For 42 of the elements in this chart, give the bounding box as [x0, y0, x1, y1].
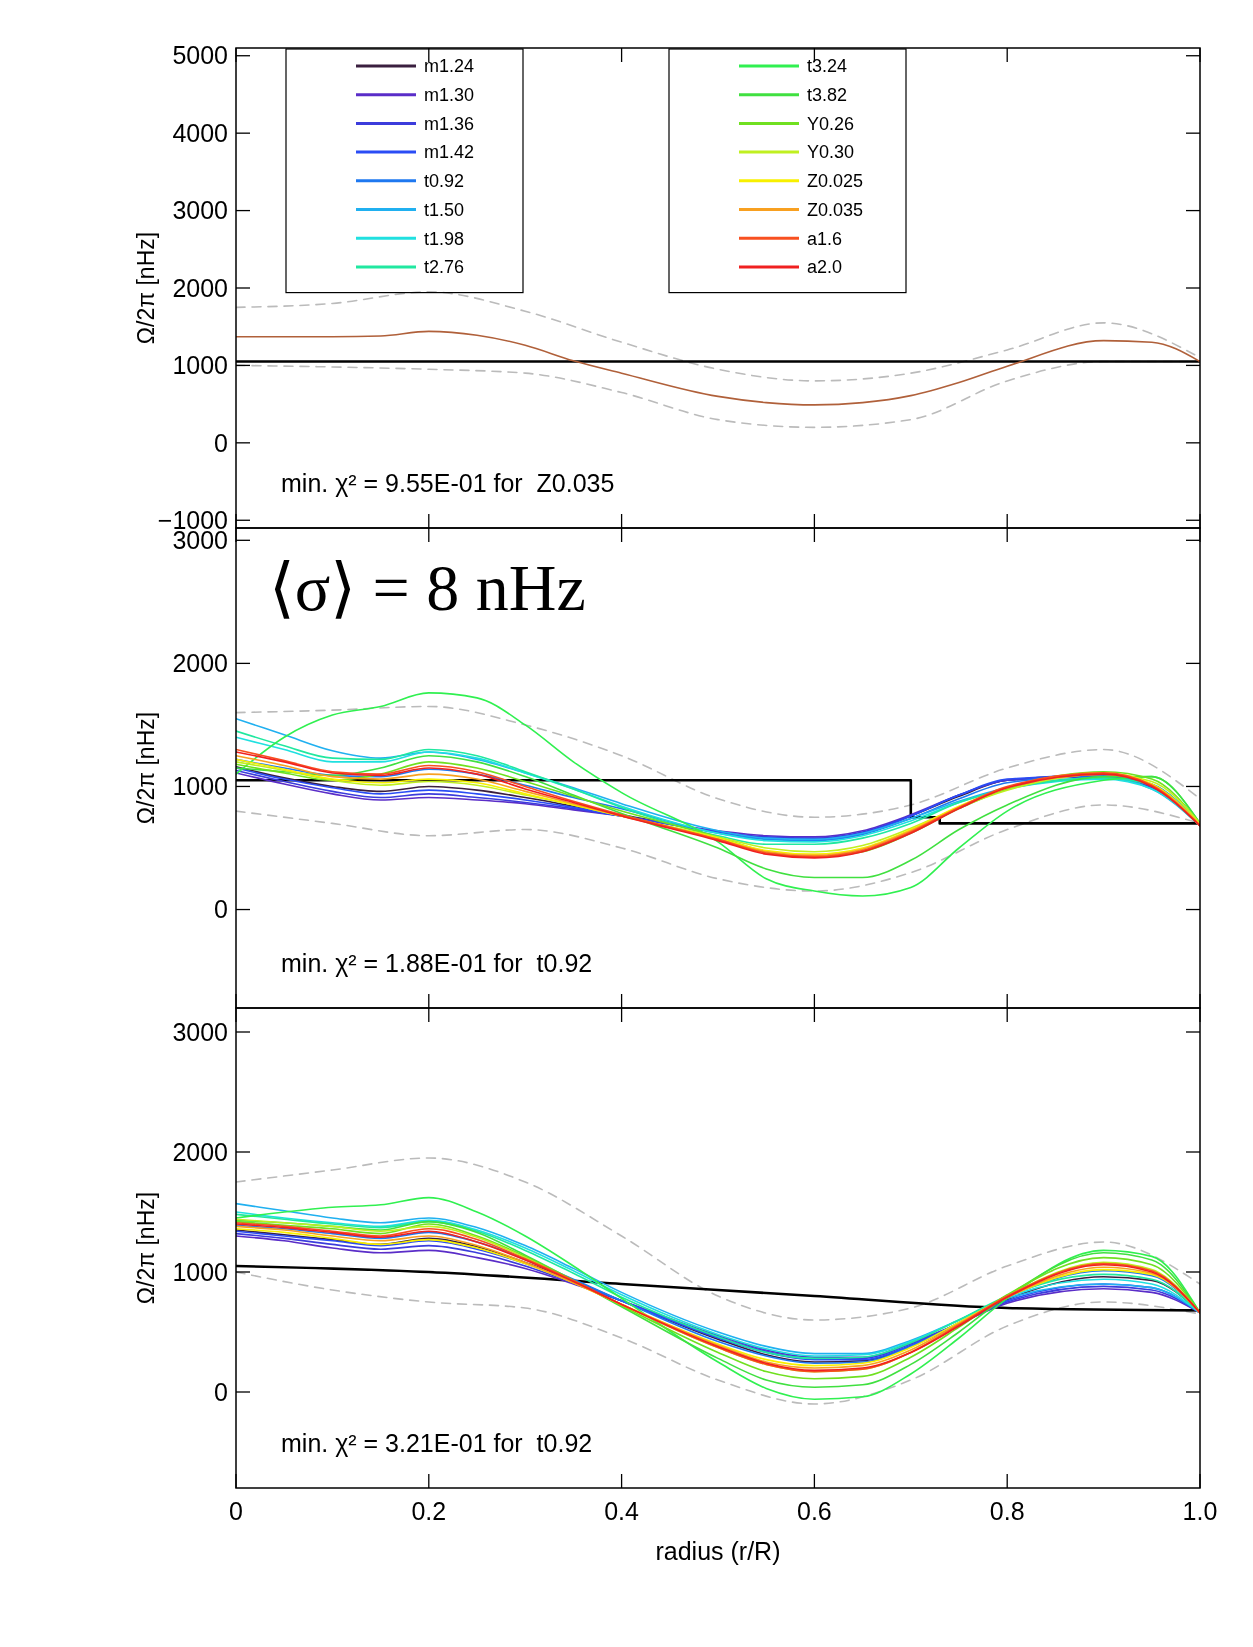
annotation: min. χ² = 1.88E-01 for t0.92 — [281, 949, 593, 977]
legend-label: m1.36 — [424, 113, 475, 134]
y-tick-label: 2000 — [172, 649, 228, 678]
legend-label: a1.6 — [807, 228, 843, 249]
y-tick-label: 2000 — [172, 1137, 228, 1166]
y-tick-label: 0 — [214, 895, 228, 924]
y-tick-label: 1000 — [172, 772, 228, 801]
legend-label: Y0.30 — [807, 142, 855, 163]
y-tick-label: 3000 — [172, 196, 228, 225]
y-tick-label: 5000 — [172, 41, 228, 70]
annotation: min. χ² = 3.21E-01 for t0.92 — [281, 1429, 593, 1457]
x-tick-label: 0.8 — [989, 1497, 1025, 1525]
legend-label: a2.0 — [807, 257, 843, 278]
y-axis-title: Ω/2π [nHz] — [133, 1191, 159, 1305]
legend-label: t1.98 — [424, 228, 465, 249]
y-tick-label: 2000 — [172, 273, 228, 302]
x-tick-label: 0.2 — [411, 1497, 447, 1525]
annotation: ⟨σ⟩ = 8 nHz — [269, 551, 586, 624]
legend-label: t1.50 — [424, 199, 465, 220]
x-tick-label: 0.4 — [604, 1497, 640, 1525]
legend-label: Z0.025 — [807, 171, 864, 192]
legend-label: m1.30 — [424, 85, 475, 105]
legend-label: m1.24 — [424, 56, 475, 77]
y-tick-label: 0 — [214, 428, 228, 457]
legend-label: t3.82 — [807, 85, 848, 105]
y-axis-title: Ω/2π [nHz] — [133, 711, 159, 825]
legend-label: Z0.035 — [807, 199, 864, 220]
x-tick-label: 1.0 — [1182, 1497, 1218, 1525]
legend-label: t2.76 — [424, 257, 465, 278]
legend-label: Y0.26 — [807, 113, 855, 134]
x-tick-label: 0.6 — [797, 1497, 832, 1525]
y-tick-label: 4000 — [172, 118, 228, 147]
y-tick-label: 3000 — [172, 1017, 228, 1046]
y-tick-label: 1000 — [172, 1257, 228, 1286]
legend-label: t0.92 — [424, 171, 465, 192]
legend-label: m1.42 — [424, 142, 475, 163]
y-axis-title: Ω/2π [nHz] — [133, 231, 159, 345]
y-tick-label: 0 — [214, 1377, 228, 1406]
x-axis-title: radius (r/R) — [655, 1537, 781, 1565]
annotation: min. χ² = 9.55E-01 for Z0.035 — [281, 469, 615, 497]
legend-label: t3.24 — [807, 56, 848, 77]
y-tick-label: 1000 — [172, 351, 228, 380]
